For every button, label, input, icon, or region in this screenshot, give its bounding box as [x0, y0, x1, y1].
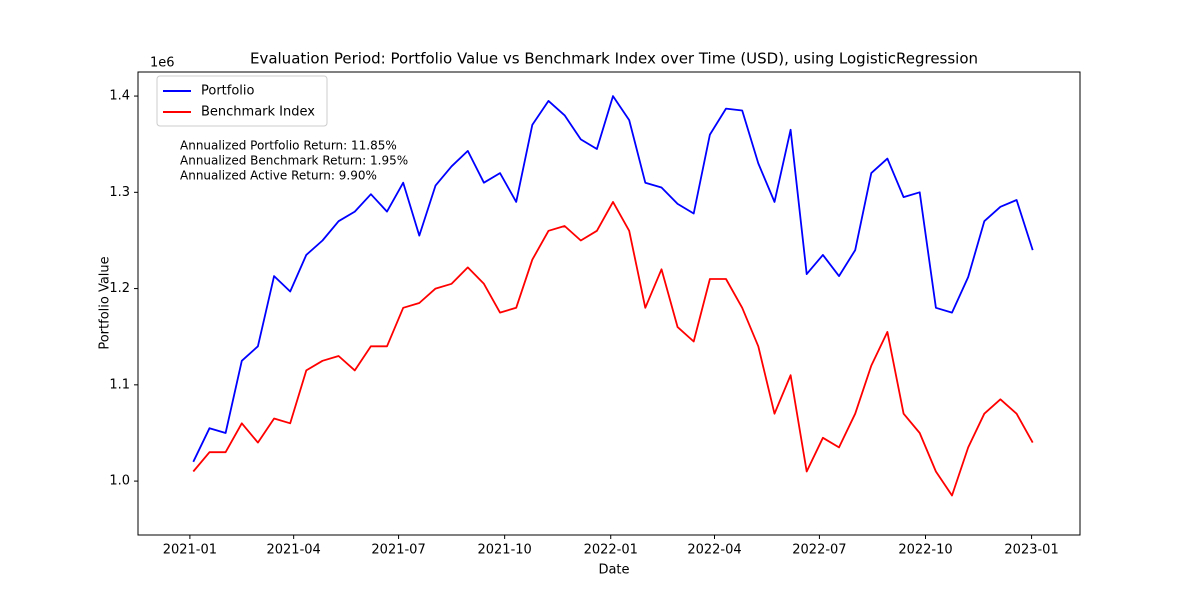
x-tick-label: 2021-07	[371, 543, 425, 558]
y-tick-label: 1.0	[109, 474, 130, 489]
y-axis-label: Portfolio Value	[98, 256, 113, 349]
x-tick-label: 2023-01	[1004, 543, 1058, 558]
y-offset-label: 1e6	[150, 56, 175, 71]
y-tick-label: 1.2	[109, 281, 130, 296]
annotation: Annualized Portfolio Return: 11.85%	[180, 139, 397, 153]
annotation: Annualized Active Return: 9.90%	[180, 169, 377, 183]
x-tick-label: 2021-01	[163, 543, 217, 558]
series-line	[192, 95, 1034, 463]
y-tick-label: 1.4	[109, 89, 130, 104]
x-tick-label: 2022-07	[792, 543, 846, 558]
legend-label: Portfolio	[201, 84, 255, 99]
plot-frame	[137, 71, 1081, 536]
x-tick-label: 2021-10	[477, 543, 531, 558]
chart-title: Evaluation Period: Portfolio Value vs Be…	[250, 50, 978, 68]
x-tick-label: 2021-04	[266, 543, 320, 558]
annotation: Annualized Benchmark Return: 1.95%	[180, 154, 408, 168]
y-tick-label: 1.1	[109, 377, 130, 392]
legend-label: Benchmark Index	[201, 105, 315, 120]
x-axis-label: Date	[598, 563, 629, 578]
x-tick-label: 2022-04	[687, 543, 741, 558]
legend-frame	[156, 75, 328, 127]
series-line	[192, 201, 1034, 497]
y-tick-label: 1.3	[109, 185, 130, 200]
x-tick-label: 2022-10	[898, 543, 952, 558]
legend: Portfolio Benchmark Index	[156, 75, 328, 127]
x-tick-label: 2022-01	[584, 543, 638, 558]
